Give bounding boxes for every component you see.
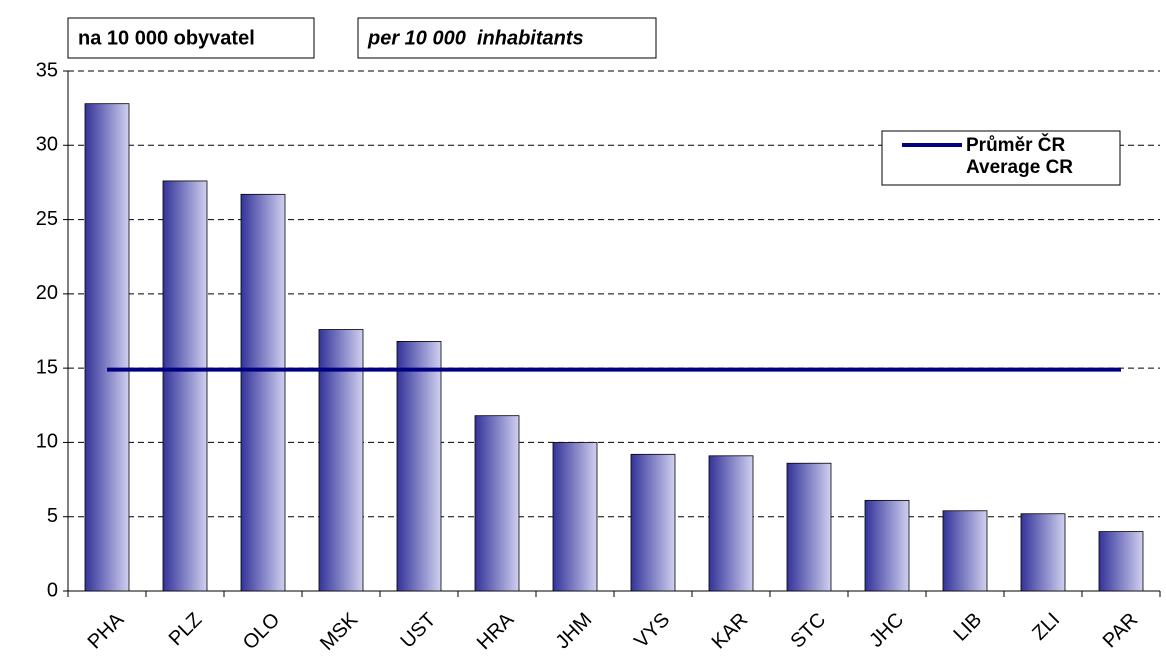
y-tick-label: 10 [36, 431, 58, 453]
x-tick-label: STC [786, 609, 830, 653]
y-tick-label: 35 [36, 59, 58, 81]
bar [552, 442, 598, 592]
legend-label: Average CR [966, 157, 1073, 178]
x-tick-label: ZLI [1028, 609, 1064, 645]
x-tick-label: PLZ [165, 609, 206, 650]
legend-label: Průměr ČR [966, 134, 1066, 156]
y-tick-label: 25 [36, 208, 58, 230]
bar [708, 455, 754, 592]
label-box [357, 17, 657, 59]
bar [474, 415, 520, 592]
bar [84, 103, 130, 592]
y-tick-label: 20 [36, 282, 58, 304]
x-tick-label: HRA [473, 608, 519, 654]
x-tick-label: OLO [239, 609, 284, 654]
label: na 10 000 obyvatel [78, 27, 255, 49]
x-tick-label: JHC [865, 609, 908, 652]
x-tick-label: VYS [630, 609, 674, 653]
bar [864, 499, 910, 592]
bar [942, 510, 988, 592]
bar [1020, 513, 1066, 592]
legend [881, 130, 1121, 186]
label: per 10 000 inhabitants [367, 27, 584, 49]
label-box [67, 17, 315, 59]
x-tick-label: MSK [316, 608, 363, 655]
y-tick-label: 5 [47, 505, 58, 527]
y-tick-label: 15 [36, 356, 58, 378]
x-tick-label: JHM [552, 609, 597, 654]
y-tick-label: 0 [47, 579, 58, 601]
bar [162, 180, 208, 592]
x-tick-label: PAR [1099, 609, 1143, 653]
x-tick-label: LIB [949, 609, 986, 646]
bar [630, 453, 676, 592]
bar [240, 193, 286, 592]
bar [1098, 531, 1144, 592]
bar [396, 340, 442, 592]
x-tick-label: UST [396, 609, 440, 653]
y-tick-label: 30 [36, 134, 58, 156]
bar [786, 462, 832, 592]
bar [318, 329, 364, 592]
x-tick-label: KAR [708, 609, 753, 654]
x-tick-label: PHA [84, 608, 129, 653]
